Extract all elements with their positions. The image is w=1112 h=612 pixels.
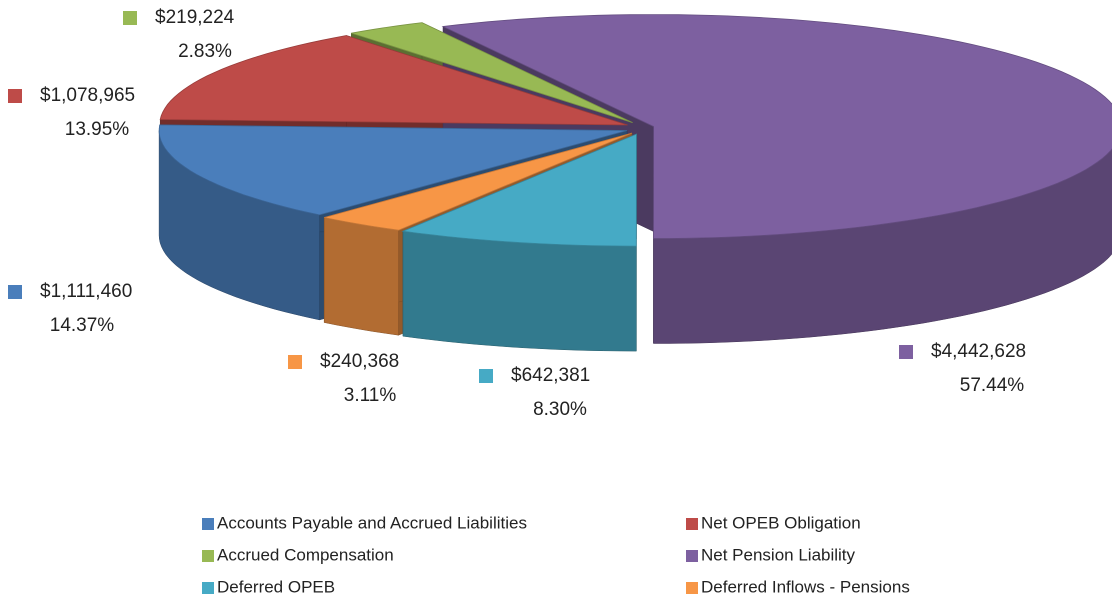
pie-slice bbox=[351, 22, 633, 123]
pie-slice bbox=[158, 124, 628, 216]
label-marker bbox=[288, 355, 302, 369]
slice-side bbox=[402, 230, 637, 352]
pie-slice bbox=[441, 14, 1112, 239]
percent-label: 2.83% bbox=[178, 41, 232, 62]
legend-swatch bbox=[686, 550, 698, 562]
legend-swatch bbox=[686, 582, 698, 594]
legend-swatch bbox=[202, 550, 214, 562]
legend-label: Accrued Compensation bbox=[217, 545, 394, 564]
legend-swatch bbox=[202, 582, 214, 594]
percent-label: 8.30% bbox=[533, 399, 587, 420]
legend-swatch bbox=[686, 518, 698, 530]
value-label: $1,111,460 bbox=[40, 281, 132, 302]
label-marker bbox=[123, 11, 137, 25]
slice-side bbox=[323, 217, 399, 336]
percent-label: 13.95% bbox=[65, 119, 130, 140]
label-marker bbox=[8, 285, 22, 299]
legend-label: Accounts Payable and Accrued Liabilities bbox=[217, 513, 527, 532]
pie-slice bbox=[401, 133, 637, 247]
percent-label: 3.11% bbox=[344, 385, 397, 406]
value-label: $219,224 bbox=[155, 7, 235, 28]
value-label: $642,381 bbox=[511, 365, 590, 386]
legend-swatch bbox=[202, 518, 214, 530]
value-label: $1,078,965 bbox=[40, 85, 135, 106]
legend-label: Deferred OPEB bbox=[217, 577, 335, 596]
label-marker bbox=[8, 89, 22, 103]
legend-label: Net Pension Liability bbox=[701, 545, 856, 564]
legend-label: Net OPEB Obligation bbox=[701, 513, 861, 532]
legend-label: Deferred Inflows - Pensions bbox=[701, 577, 910, 596]
pie-slice bbox=[324, 132, 633, 231]
value-label: $4,442,628 bbox=[931, 341, 1026, 362]
label-marker bbox=[479, 369, 493, 383]
value-label: $240,368 bbox=[320, 351, 399, 372]
label-marker bbox=[899, 345, 913, 359]
pie-slice bbox=[159, 35, 628, 126]
percent-label: 57.44% bbox=[960, 375, 1025, 396]
percent-label: 14.37% bbox=[50, 315, 115, 336]
